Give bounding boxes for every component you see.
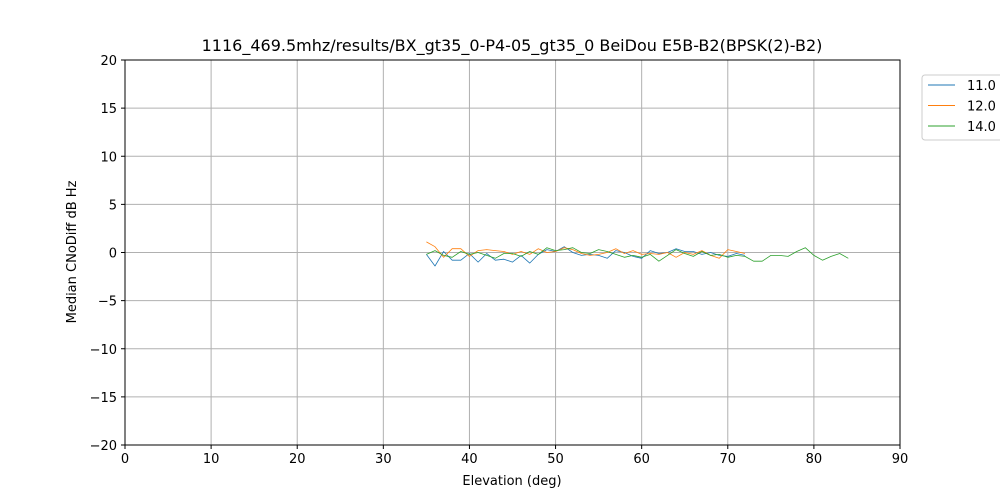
y-tick-label: −5 [98, 295, 117, 310]
y-tick-label: 20 [100, 54, 117, 69]
y-axis-label: Median CNoDiff dB Hz [65, 180, 80, 323]
y-tick-label: 5 [109, 198, 117, 213]
series-line-11.0 [426, 246, 746, 267]
x-tick-label: 40 [461, 452, 478, 467]
legend-label: 14.0 [967, 120, 996, 135]
y-tick-label: −20 [90, 439, 117, 454]
x-axis-ticks: 0 10 20 30 40 50 60 70 80 90 [121, 445, 908, 467]
x-tick-label: 30 [375, 452, 392, 467]
y-tick-label: 10 [100, 150, 117, 165]
x-tick-label: 10 [203, 452, 220, 467]
x-tick-label: 0 [121, 452, 129, 467]
legend-box [921, 74, 1000, 141]
series-line-12.0 [426, 241, 746, 259]
x-tick-label: 60 [633, 452, 650, 467]
legend-label: 11.0 [967, 79, 996, 94]
y-tick-label: −15 [90, 391, 117, 406]
x-axis-label: Elevation (deg) [462, 474, 561, 489]
x-tick-label: 90 [892, 452, 909, 467]
x-tick-label: 70 [720, 452, 737, 467]
y-axis-ticks: −20 −15 −10 −5 0 5 10 15 20 [90, 54, 125, 454]
y-tick-label: 0 [109, 247, 117, 262]
chart-title: 1116_469.5mhz/results/BX_gt35_0-P4-05_gt… [202, 36, 823, 56]
legend-label: 12.0 [967, 100, 996, 115]
x-tick-label: 50 [547, 452, 564, 467]
legend: 11.0 12.0 14.0 [921, 74, 1000, 141]
series-line-14.0 [426, 247, 849, 262]
plot-lines [426, 241, 849, 267]
x-tick-label: 80 [806, 452, 823, 467]
x-tick-label: 20 [289, 452, 306, 467]
y-tick-label: 15 [100, 102, 117, 117]
y-tick-label: −10 [90, 343, 117, 358]
